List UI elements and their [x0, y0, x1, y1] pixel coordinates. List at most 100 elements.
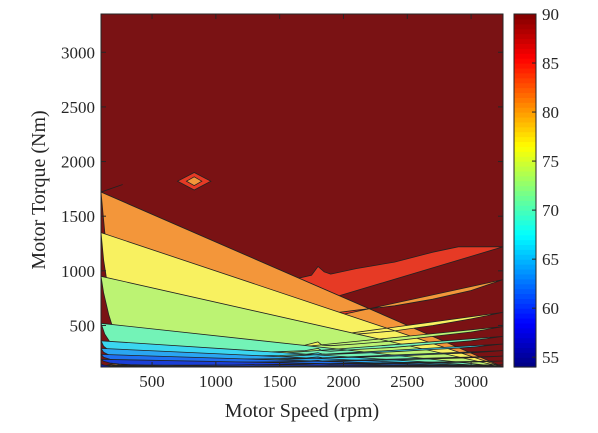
- colorbar-segment: [514, 102, 536, 108]
- colorbar-segment: [514, 303, 536, 309]
- colorbar-segment: [514, 317, 536, 324]
- colorbar-segment: [514, 249, 536, 255]
- colorbar-segment: [514, 342, 536, 348]
- colorbar-segment: [514, 97, 536, 103]
- colorbar: 55 60 65 70 75 80 85 90: [513, 5, 559, 368]
- colorbar-segment: [514, 82, 536, 89]
- colorbar-segment: [514, 161, 536, 167]
- x-tick-label: 3000: [454, 372, 488, 391]
- colorbar-segment: [514, 77, 536, 84]
- colorbar-segment: [514, 229, 536, 236]
- colorbar-segment: [514, 28, 536, 35]
- colorbar-segment: [514, 131, 536, 138]
- colorbar-segment: [514, 293, 536, 299]
- colorbar-segment: [514, 205, 536, 211]
- x-tick-label: 2000: [326, 372, 360, 391]
- y-tick-label: 2000: [61, 153, 95, 172]
- colorbar-segment: [514, 18, 536, 25]
- colorbar-segment: [514, 219, 536, 226]
- colorbar-segment: [514, 357, 536, 363]
- y-tick-label: 1500: [61, 207, 95, 226]
- colorbar-segment: [514, 136, 536, 143]
- colorbar-tick-label: 60: [542, 299, 559, 318]
- colorbar-segment: [514, 327, 536, 334]
- colorbar-segment: [514, 175, 536, 182]
- x-tick-label: 1500: [263, 372, 297, 391]
- colorbar-tick-label: 85: [542, 54, 559, 73]
- colorbar-segment: [514, 332, 536, 339]
- colorbar-segment: [514, 264, 536, 270]
- colorbar-segment: [514, 63, 536, 69]
- colorbar-segment: [514, 141, 536, 147]
- colorbar-segment: [514, 151, 536, 157]
- axes: 500 1000 1500 2000 2500 3000 500 1000 1500 2000 25…: [61, 13, 504, 391]
- colorbar-segment: [514, 254, 536, 260]
- colorbar-segment: [514, 337, 536, 344]
- contour-band-57: [101, 363, 503, 367]
- colorbar-segment: [514, 195, 536, 201]
- x-tick-label: 2500: [390, 372, 424, 391]
- colorbar-segment: [514, 308, 536, 314]
- colorbar-segment: [514, 165, 536, 172]
- colorbar-segment: [514, 58, 536, 64]
- colorbar-segment: [514, 23, 536, 30]
- colorbar-segment: [514, 322, 536, 329]
- colorbar-segment: [514, 43, 536, 49]
- colorbar-segment: [514, 38, 536, 45]
- y-tick-label: 2500: [61, 98, 95, 117]
- colorbar-segment: [514, 112, 536, 118]
- colorbar-segment: [514, 107, 536, 113]
- contour-island-81: [185, 176, 203, 187]
- plot-frame: [100, 13, 504, 368]
- colorbar-segment: [514, 298, 536, 304]
- colorbar-segment: [514, 239, 536, 246]
- colorbar-segment: [514, 146, 536, 152]
- colorbar-segment: [514, 362, 536, 368]
- colorbar-segment: [514, 53, 536, 59]
- colorbar-segment: [514, 185, 536, 192]
- colorbar-segment: [514, 259, 536, 265]
- colorbar-segment: [514, 234, 536, 241]
- y-tick-label: 1000: [61, 262, 95, 281]
- colorbar-tick-label: 55: [542, 348, 559, 367]
- colorbar-segment: [514, 87, 536, 94]
- colorbar-segment: [514, 288, 536, 295]
- colorbar-segment: [514, 352, 536, 358]
- colorbar-segment: [514, 180, 536, 187]
- y-tick-label: 3000: [61, 43, 95, 62]
- colorbar-segment: [514, 273, 536, 280]
- y-axis-label: Motor Torque (Nm): [28, 110, 50, 269]
- colorbar-segment: [514, 67, 536, 74]
- colorbar-segment: [514, 156, 536, 162]
- x-tick-label: 500: [139, 372, 165, 391]
- plot-area: [101, 14, 503, 367]
- colorbar-segment: [514, 215, 536, 221]
- colorbar-tick-label: 70: [542, 201, 559, 220]
- colorbar-tick-label: 90: [542, 5, 559, 24]
- colorbar-segment: [514, 33, 536, 40]
- colorbar-segment: [514, 210, 536, 216]
- colorbar-segment: [514, 313, 536, 319]
- colorbar-segment: [514, 121, 536, 128]
- colorbar-segment: [514, 170, 536, 177]
- contour-notch-line: [101, 184, 123, 193]
- x-axis-label: Motor Speed (rpm): [225, 400, 379, 422]
- colorbar-segment: [514, 116, 536, 123]
- colorbar-segment: [514, 200, 536, 206]
- colorbar-frame: [513, 13, 537, 368]
- colorbar-tick-label: 75: [542, 152, 559, 171]
- colorbar-segment: [514, 268, 536, 275]
- colorbar-segment: [514, 72, 536, 79]
- colorbar-segment: [514, 347, 536, 353]
- y-tick-label: 500: [70, 316, 96, 335]
- colorbar-tick-label: 65: [542, 250, 559, 269]
- x-tick-label: 1000: [199, 372, 233, 391]
- colorbar-segment: [514, 190, 536, 196]
- colorbar-segment: [514, 48, 536, 54]
- colorbar-segment: [514, 283, 536, 290]
- colorbar-segment: [514, 92, 536, 98]
- colorbar-segment: [514, 14, 536, 20]
- colorbar-segment: [514, 126, 536, 133]
- colorbar-segment: [514, 278, 536, 285]
